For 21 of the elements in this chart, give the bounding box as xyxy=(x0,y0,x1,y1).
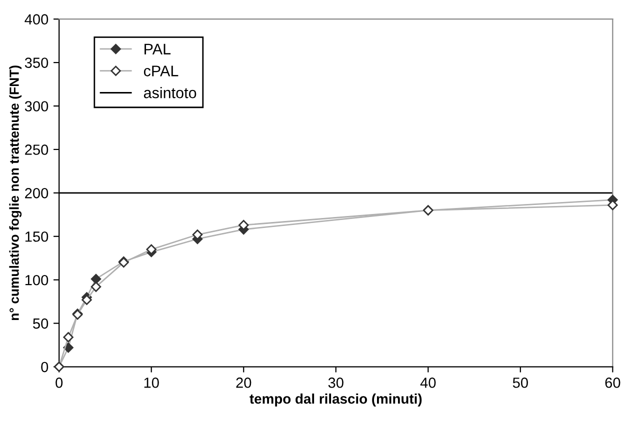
legend-label: cPAL xyxy=(144,66,178,76)
legend-label: asintoto xyxy=(144,87,196,98)
x-axis-title: tempo dal rilascio (minuti) xyxy=(250,394,422,406)
y-tick-label: 150 xyxy=(25,231,48,242)
x-tick-label: 40 xyxy=(420,378,436,388)
x-tick-label: 20 xyxy=(236,378,252,388)
x-tick-label: 50 xyxy=(512,378,528,388)
y-tick-label: 0 xyxy=(41,362,48,372)
y-tick-label: 100 xyxy=(25,274,48,286)
x-tick-label: 30 xyxy=(328,378,344,388)
y-tick-label: 200 xyxy=(25,188,48,198)
y-tick-label: 400 xyxy=(24,14,48,25)
y-tick-label: 250 xyxy=(25,144,48,155)
x-tick-label: 0 xyxy=(56,378,63,388)
x-tick-label: 60 xyxy=(605,378,620,388)
y-tick-label: 350 xyxy=(24,58,48,68)
legend-label: PAL xyxy=(144,44,171,54)
x-tick-label: 10 xyxy=(144,378,159,388)
y-tick-label: 300 xyxy=(24,101,48,112)
y-tick-label: 50 xyxy=(33,318,48,329)
y-axis-title: n° cumulativo foglie non trattenute (FNT) xyxy=(9,66,22,320)
